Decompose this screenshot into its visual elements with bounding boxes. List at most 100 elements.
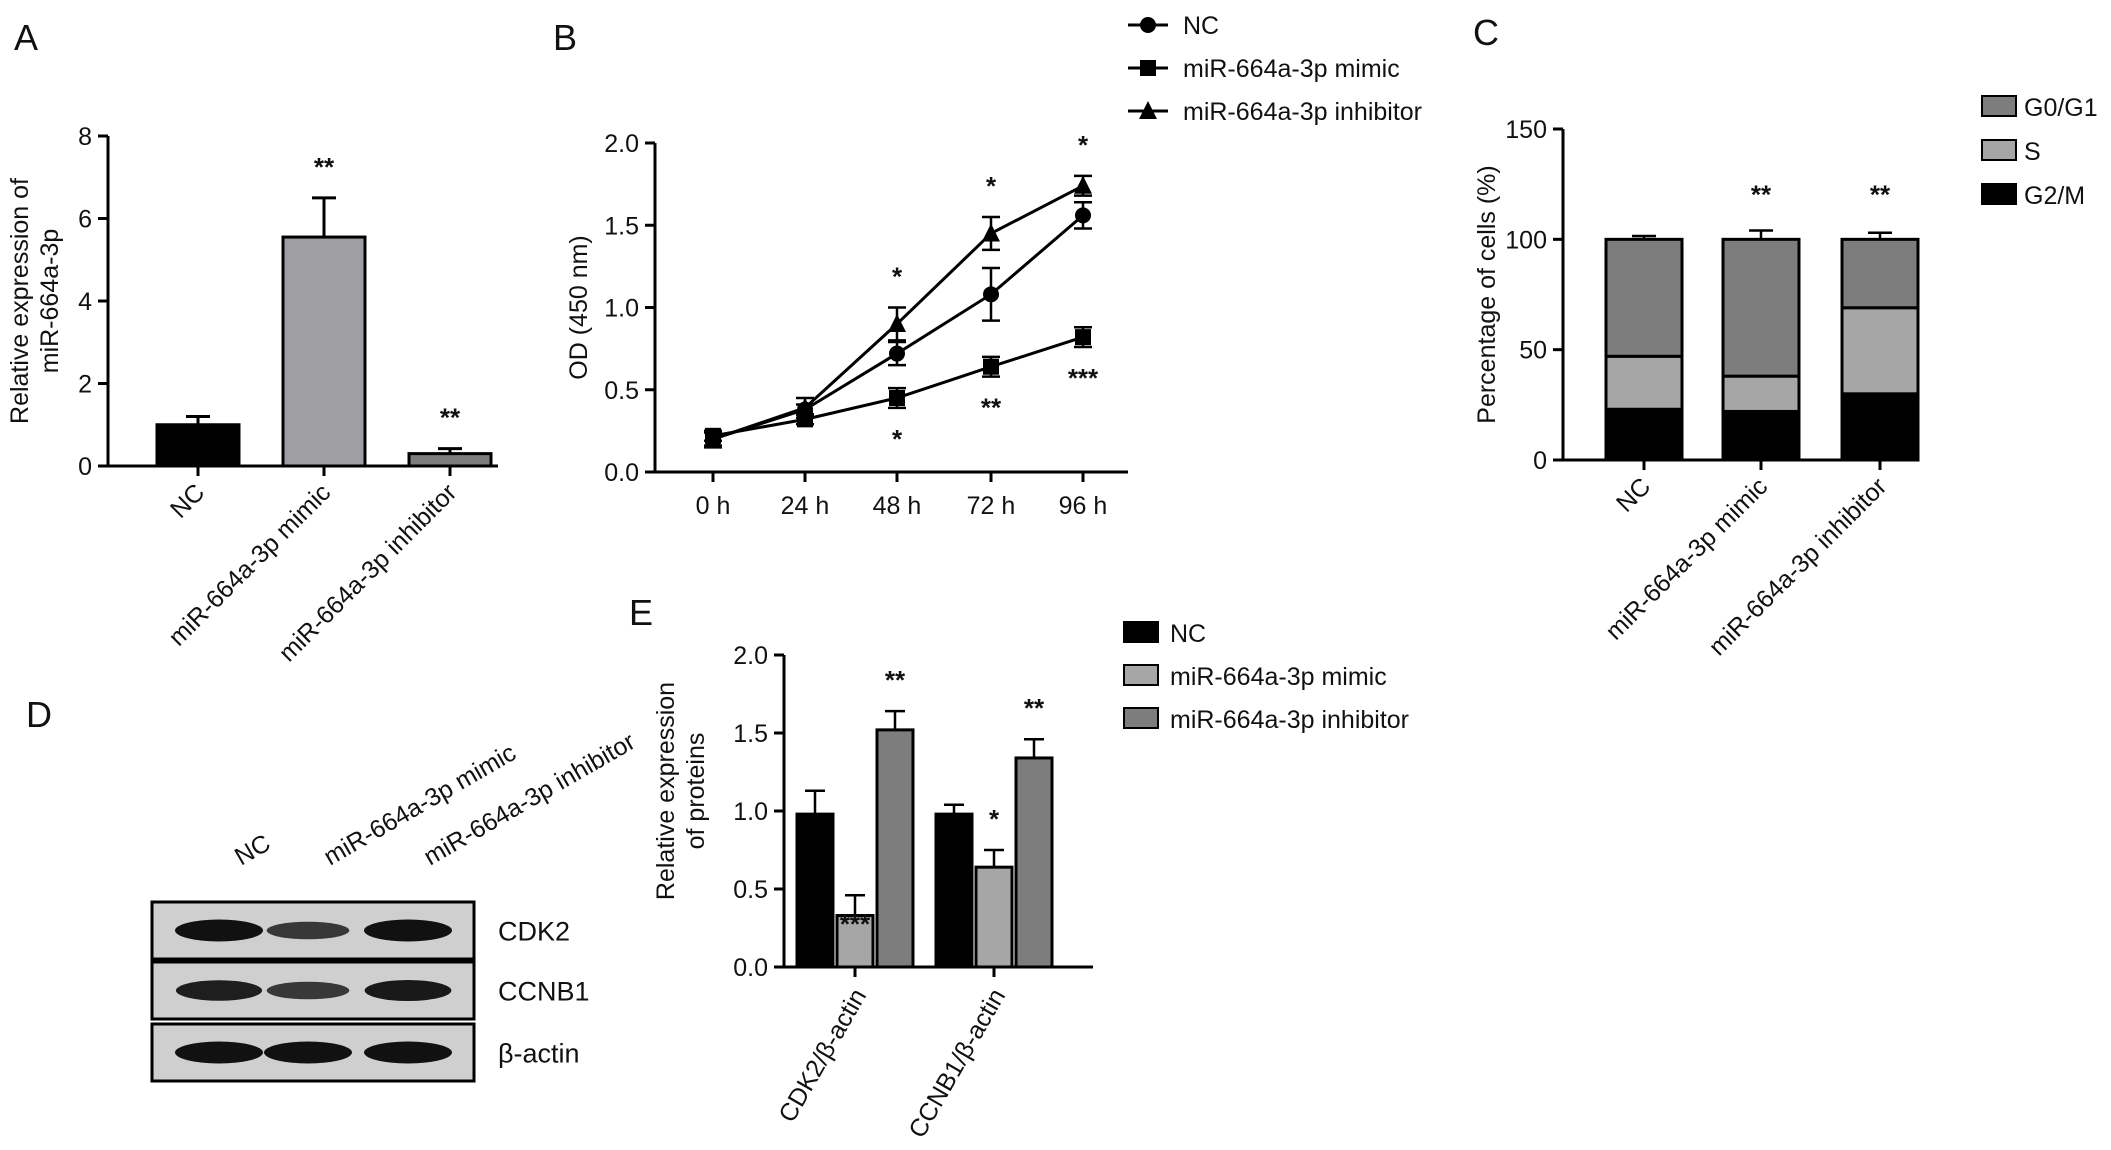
- significance-label: **: [1870, 179, 1891, 209]
- y-tick-label: 8: [78, 123, 92, 151]
- panel-a-bar-chart: 0 2 4 6 8 Relative expression ofmiR-664a-3p NC…: [6, 123, 498, 667]
- y-tick-label: 2: [78, 371, 92, 399]
- data-point: [796, 397, 814, 416]
- data-point: [1075, 329, 1091, 346]
- significance-label: *: [989, 804, 1000, 834]
- stacked-segment: [1604, 237, 1684, 358]
- legend-label: miR-664a-3p inhibitor: [1170, 706, 1409, 734]
- blot-band: [175, 1041, 263, 1064]
- data-point: [888, 313, 906, 332]
- stacked-segment: [1721, 237, 1801, 378]
- y-tick-label: 1.0: [604, 295, 639, 323]
- blot-band: [364, 919, 452, 942]
- blot-band: [364, 979, 452, 1002]
- y-tick-label: 0.0: [604, 459, 639, 487]
- significance-label: **: [981, 393, 1002, 423]
- legend-swatch: [1981, 95, 2017, 117]
- x-tick-label: 0 h: [696, 492, 731, 520]
- y-tick-label: 0.5: [733, 876, 768, 904]
- y-tick-label: 50: [1519, 337, 1547, 365]
- significance-label: ***: [840, 909, 871, 939]
- y-tick-label: 1.5: [604, 212, 639, 240]
- panel-letter-a: A: [14, 17, 38, 58]
- legend-marker: [1139, 101, 1157, 119]
- legend-label: G2/M: [2024, 182, 2085, 210]
- stacked-segment: [1721, 409, 1801, 462]
- stacked-segment: [1840, 392, 1920, 462]
- blot-band: [364, 1041, 452, 1064]
- x-tick-label: NC: [1611, 472, 1656, 517]
- bar: [155, 423, 241, 468]
- significance-label: **: [1751, 179, 1772, 209]
- y-tick-label: 0.5: [604, 377, 639, 405]
- legend-marker: [1140, 17, 1156, 33]
- data-point: [1074, 175, 1092, 194]
- y-tick-label: 0.0: [733, 954, 768, 982]
- y-tick-label: 100: [1505, 226, 1547, 254]
- bar: [974, 865, 1014, 969]
- y-axis-label-line: Relative expression: [652, 682, 680, 900]
- x-tick-label: NC: [165, 478, 210, 523]
- x-tick-label: CCNB1/β-actin: [903, 984, 1011, 1143]
- y-axis-label: Relative expressionof proteins: [652, 682, 710, 900]
- data-point: [983, 358, 999, 375]
- significance-label: *: [892, 424, 903, 454]
- y-axis-label-line: Relative expression of: [6, 178, 34, 424]
- legend-label: G0/G1: [2024, 94, 2098, 122]
- y-axis-label-line: of proteins: [682, 733, 710, 850]
- legend-swatch: [1981, 183, 2017, 205]
- significance-label: *: [892, 262, 903, 292]
- bar: [795, 812, 835, 969]
- legend-swatch: [1123, 621, 1159, 643]
- legend-marker: [1140, 60, 1156, 76]
- bar: [407, 452, 493, 468]
- legend-swatch: [1123, 664, 1159, 686]
- panel-letter-d: D: [26, 694, 52, 735]
- y-axis-label-line: miR-664a-3p: [36, 229, 64, 374]
- legend-swatch: [1981, 139, 2017, 161]
- legend-swatch: [1123, 707, 1159, 729]
- blot-band: [175, 980, 263, 1001]
- significance-label: **: [440, 403, 461, 433]
- panel-b-line-chart: 0.0 0.5 1.0 1.5 2.0 OD (450 nm) 0 h 24 h 48 h 72 …: [565, 12, 1422, 520]
- blot-band: [266, 981, 350, 1000]
- bar: [875, 728, 915, 969]
- legend-label: S: [2024, 138, 2041, 166]
- x-tick-label: 24 h: [781, 492, 830, 520]
- bar: [1014, 756, 1054, 969]
- blot-row-label: β-actin: [498, 1039, 580, 1069]
- blot-band: [175, 919, 263, 942]
- y-tick-label: 6: [78, 206, 92, 234]
- panel-letter-b: B: [553, 17, 577, 58]
- stacked-segment: [1604, 354, 1684, 411]
- y-axis-label: OD (450 nm): [565, 235, 593, 379]
- bar: [281, 235, 367, 468]
- legend-label: miR-664a-3p mimic: [1183, 55, 1400, 83]
- significance-label: **: [314, 152, 335, 182]
- legend-label: miR-664a-3p mimic: [1170, 663, 1387, 691]
- blot-row-label: CDK2: [498, 917, 570, 947]
- data-point: [1075, 207, 1091, 224]
- y-tick-label: 150: [1505, 116, 1547, 144]
- stacked-segment: [1840, 237, 1920, 310]
- significance-label: *: [986, 171, 997, 201]
- y-axis-label: Percentage of cells (%): [1473, 165, 1501, 423]
- legend-label: NC: [1183, 12, 1219, 40]
- blot-band: [264, 1041, 352, 1064]
- lane-label: NC: [230, 829, 275, 871]
- panel-e-grouped-bar-chart: 0.0 0.5 1.0 1.5 2.0 Relative expressionof pro…: [652, 620, 1409, 1143]
- legend-label: NC: [1170, 620, 1206, 648]
- significance-label: **: [885, 665, 906, 695]
- stacked-segment: [1721, 374, 1801, 413]
- significance-label: **: [1024, 693, 1045, 723]
- blot-row-label: CCNB1: [498, 977, 590, 1007]
- significance-label: *: [1078, 130, 1089, 160]
- data-point: [982, 223, 1000, 242]
- y-tick-label: 1.0: [733, 798, 768, 826]
- stacked-segment: [1840, 306, 1920, 396]
- x-tick-label: 48 h: [873, 492, 922, 520]
- y-tick-label: 1.5: [733, 720, 768, 748]
